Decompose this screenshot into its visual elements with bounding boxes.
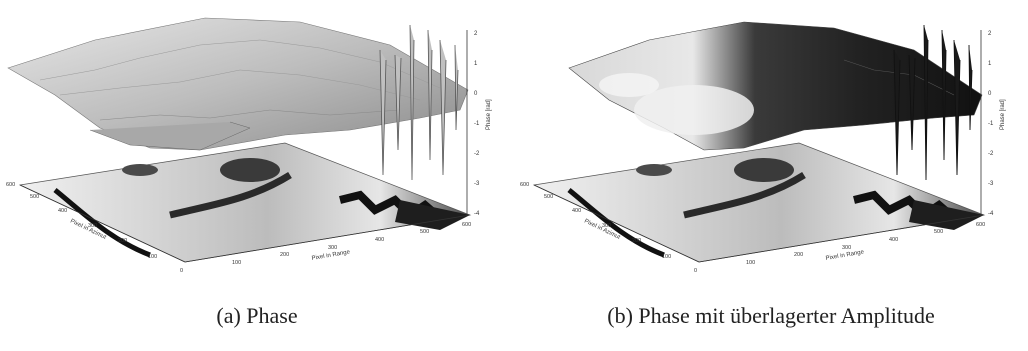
panel-phase-amplitude: 2 1 0 -1 -2 -3 -4 Phase [rad] 0 100 200 … <box>514 0 1028 351</box>
azimuth-tick: 500 <box>30 194 39 200</box>
range-tick: 0 <box>694 268 697 274</box>
z-tick: -2 <box>474 151 480 157</box>
phase-surface <box>7 17 469 181</box>
z-tick: 0 <box>474 91 478 97</box>
z-tick: 2 <box>988 31 992 37</box>
z-tick: -2 <box>988 151 994 157</box>
azimuth-tick: 200 <box>118 238 127 244</box>
z-axis-title: Phase [rad] <box>1000 99 1006 130</box>
caption-b: (b) Phase mit überlagerter Amplitude <box>514 303 1028 329</box>
z-axis: 2 1 0 -1 -2 -3 -4 Phase [rad] <box>980 30 1006 217</box>
range-tick: 300 <box>842 245 851 251</box>
range-tick: 500 <box>934 229 943 235</box>
azimuth-tick: 600 <box>520 182 529 188</box>
z-axis-title: Phase [rad] <box>486 99 492 130</box>
range-tick: 100 <box>232 260 241 266</box>
range-tick: 100 <box>746 260 755 266</box>
range-tick: 400 <box>889 237 898 243</box>
caption-a: (a) Phase <box>0 303 514 329</box>
range-tick: 600 <box>462 222 471 228</box>
z-tick: -4 <box>988 211 994 217</box>
z-tick: -3 <box>474 181 480 187</box>
caption-text: Phase mit überlagerter Amplitude <box>638 303 935 328</box>
z-tick: 1 <box>988 61 992 67</box>
azimuth-tick: 100 <box>662 254 671 260</box>
z-tick: -1 <box>474 121 480 127</box>
azimuth-tick: 400 <box>572 208 581 214</box>
azimuth-tick: 200 <box>632 238 641 244</box>
z-tick: 2 <box>474 31 478 37</box>
range-tick: 600 <box>976 222 985 228</box>
phase-3d-plot: 2 1 0 -1 -2 -3 -4 Phase [rad] 0 100 200 <box>6 17 492 274</box>
range-tick: 300 <box>328 245 337 251</box>
range-tick: 0 <box>180 268 183 274</box>
range-tick: 500 <box>420 229 429 235</box>
caption-label: (a) <box>216 303 241 328</box>
phase-amplitude-surface <box>568 21 983 181</box>
range-tick: 400 <box>375 237 384 243</box>
azimuth-tick: 100 <box>148 254 157 260</box>
z-tick: 1 <box>474 61 478 67</box>
z-tick: -4 <box>474 211 480 217</box>
caption-text: Phase <box>246 303 298 328</box>
panel-phase: 2 1 0 -1 -2 -3 -4 Phase [rad] 0 100 200 <box>6 17 492 274</box>
range-axis-title: Pixel in Range <box>311 249 351 262</box>
azimuth-tick: 400 <box>58 208 67 214</box>
caption-label: (b) <box>607 303 633 328</box>
range-axis-title: Pixel in Range <box>825 249 865 262</box>
z-axis: 2 1 0 -1 -2 -3 -4 Phase [rad] <box>466 30 492 217</box>
z-tick: -1 <box>988 121 994 127</box>
azimuth-tick: 300 <box>88 223 97 229</box>
phase-map <box>18 142 472 263</box>
azimuth-tick: 300 <box>602 223 611 229</box>
phase-amplitude-map <box>532 142 986 263</box>
azimuth-tick: 500 <box>544 194 553 200</box>
phase-amplitude-3d-plot: 2 1 0 -1 -2 -3 -4 Phase [rad] 0 100 200 … <box>520 21 1006 274</box>
z-tick: 0 <box>988 91 992 97</box>
range-tick: 200 <box>280 252 289 258</box>
range-tick: 200 <box>794 252 803 258</box>
azimuth-tick: 600 <box>6 182 15 188</box>
z-tick: -3 <box>988 181 994 187</box>
